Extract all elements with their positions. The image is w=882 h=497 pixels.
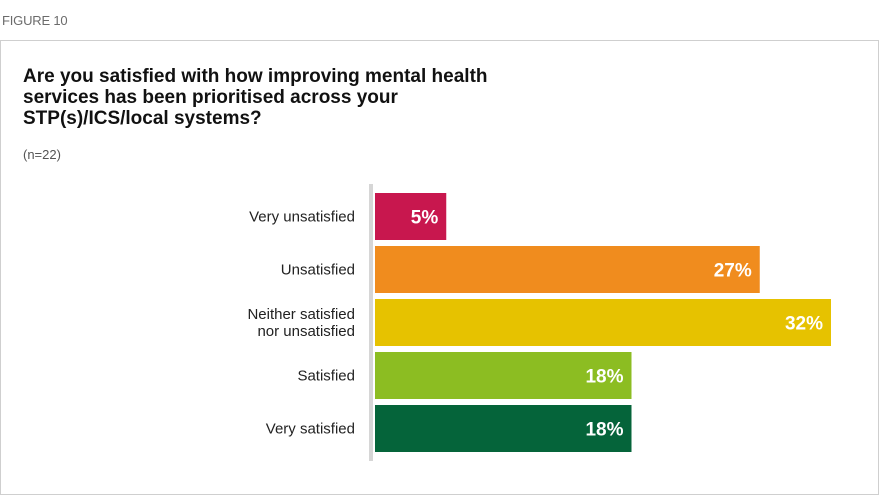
- bar: [375, 352, 632, 399]
- figure-label: FIGURE 10: [2, 13, 68, 28]
- bar: [375, 405, 632, 452]
- y-axis-line: [369, 184, 373, 461]
- category-label: Unsatisfied: [281, 262, 355, 279]
- category-label: Neither satisfied nor unsatisfied: [247, 306, 355, 340]
- category-label: Very satisfied: [266, 421, 355, 438]
- bar: [375, 299, 831, 346]
- chart-title: Are you satisfied with how improving men…: [23, 66, 488, 129]
- data-label: 32%: [785, 314, 823, 335]
- sample-size-note: (n=22): [23, 147, 61, 162]
- category-label: Very unsatisfied: [249, 209, 355, 226]
- data-label: 18%: [585, 420, 623, 441]
- data-label: 5%: [411, 208, 439, 229]
- data-label: 27%: [714, 261, 752, 282]
- bar: [375, 193, 447, 240]
- bar: [375, 246, 760, 293]
- data-label: 18%: [585, 367, 623, 388]
- category-label: Satisfied: [297, 368, 355, 385]
